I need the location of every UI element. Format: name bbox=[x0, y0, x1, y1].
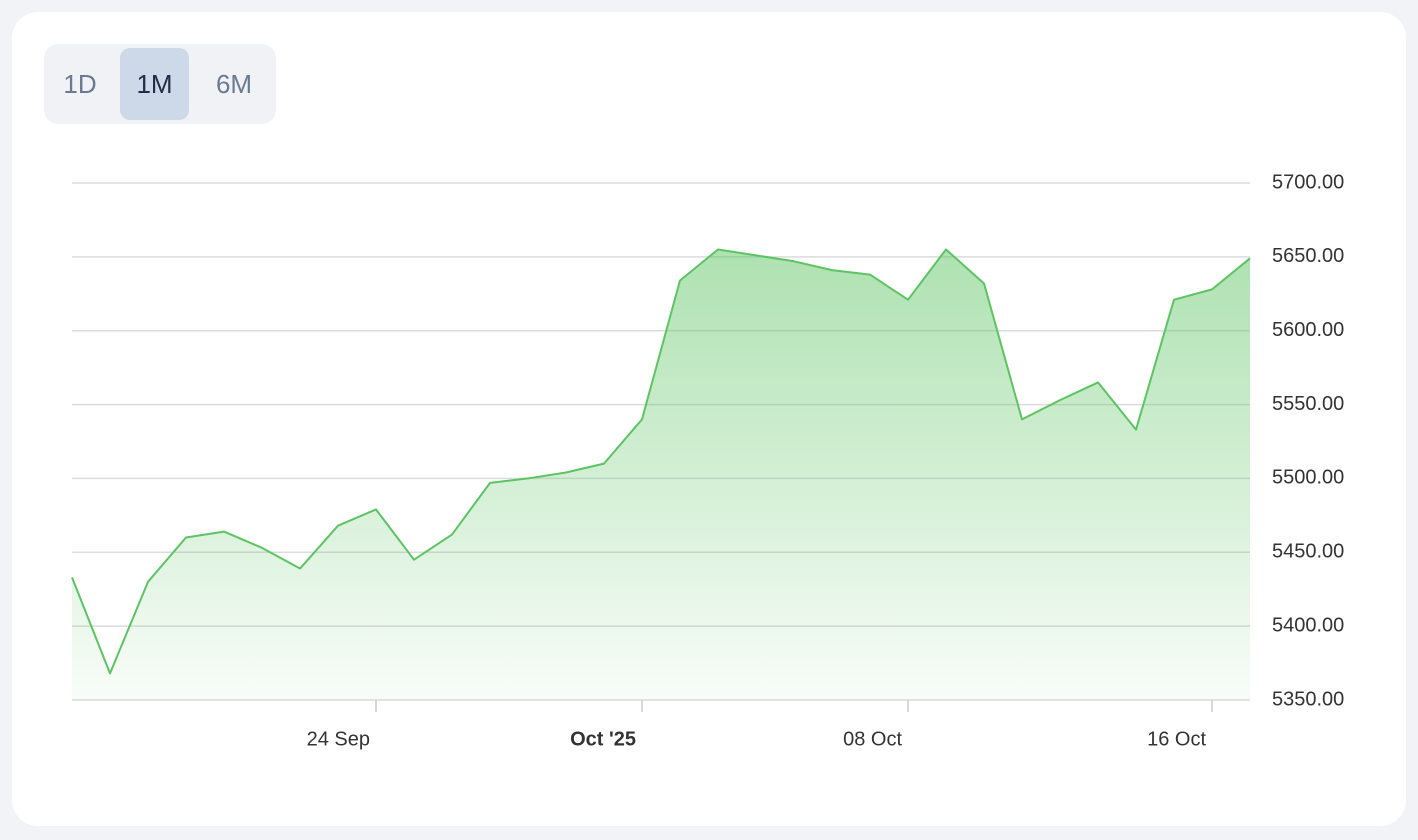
y-tick-label: 5700.00 bbox=[1272, 171, 1344, 193]
y-tick-label: 5450.00 bbox=[1272, 541, 1344, 563]
x-tick-label: Oct '25 bbox=[570, 728, 636, 750]
range-button[interactable]: 1M bbox=[120, 48, 189, 120]
x-tick-label: 24 Sep bbox=[307, 728, 370, 750]
range-button[interactable]: 1D bbox=[63, 69, 97, 99]
y-tick-label: 5650.00 bbox=[1272, 245, 1344, 267]
y-tick-label: 5350.00 bbox=[1272, 688, 1344, 710]
range-selector: 1D 1M 6M bbox=[44, 44, 276, 124]
x-tick-label: 16 Oct bbox=[1147, 728, 1206, 750]
range-button[interactable]: 6M bbox=[215, 69, 253, 99]
y-tick-label: 5550.00 bbox=[1272, 393, 1344, 415]
y-tick-label: 5400.00 bbox=[1272, 614, 1344, 636]
y-tick-label: 5500.00 bbox=[1272, 467, 1344, 489]
y-tick-label: 5600.00 bbox=[1272, 319, 1344, 341]
area-fill bbox=[72, 249, 1250, 700]
x-tick-label: 08 Oct bbox=[843, 728, 902, 750]
price-line bbox=[71, 248, 1251, 675]
